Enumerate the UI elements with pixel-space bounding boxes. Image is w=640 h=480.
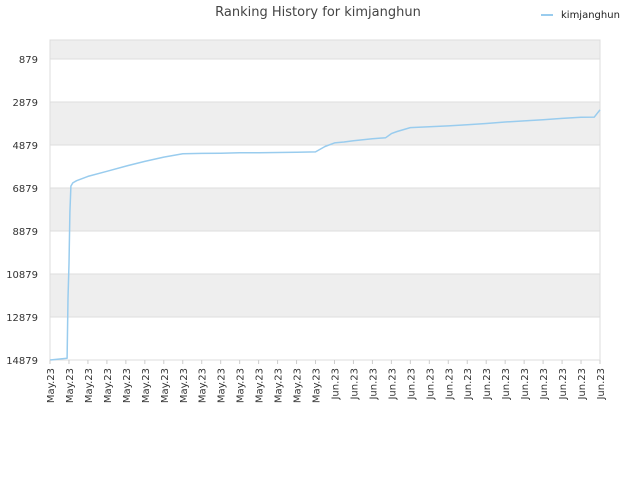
chart-title: Ranking History for kimjanghun	[215, 5, 421, 20]
plot-band	[50, 59, 600, 102]
x-tick-label: May.23	[65, 368, 76, 403]
series-group	[49, 109, 601, 361]
legend: kimjanghun	[541, 10, 620, 21]
plot-band	[50, 40, 600, 59]
x-tick-label: Jun.23	[501, 368, 512, 401]
y-tick-label: 8879	[13, 227, 38, 238]
x-tick-label: May.23	[122, 368, 133, 403]
x-tick-label: Jun.23	[482, 368, 493, 401]
plot-band	[50, 274, 600, 317]
plot-band	[50, 145, 600, 188]
x-tick-label: Jun.23	[368, 368, 379, 401]
x-tick-label: Jun.23	[577, 368, 588, 401]
plot-band	[50, 317, 600, 360]
y-axis: 879 2879 4879 6879 8879 10879 12879 14879	[6, 55, 38, 367]
x-tick-label: May.23	[84, 368, 95, 403]
plot-band	[50, 188, 600, 231]
y-tick-label: 4879	[13, 141, 38, 152]
x-tick-label: Jun.23	[558, 368, 569, 401]
x-tick-label: Jun.23	[330, 368, 341, 401]
x-tick-label: May.23	[160, 368, 171, 403]
x-tick-label: Jun.23	[520, 368, 531, 401]
x-tick-label: May.23	[217, 368, 228, 403]
y-tick-label: 6879	[13, 184, 38, 195]
x-tick-label: Jun.23	[539, 368, 550, 401]
x-tick-label: May.23	[293, 368, 304, 403]
y-tick-label: 879	[19, 55, 38, 66]
y-tick-label: 14879	[6, 356, 38, 367]
x-tick-label: May.23	[103, 368, 114, 403]
x-tick-label: Jun.23	[406, 368, 417, 401]
y-tick-label: 10879	[6, 270, 38, 281]
x-tick-label: May.23	[312, 368, 323, 403]
legend-label: kimjanghun	[561, 10, 620, 21]
x-tick-label: Jun.23	[463, 368, 474, 401]
x-tick-label: Jun.23	[349, 368, 360, 401]
series-line	[49, 109, 601, 361]
x-tick-label: May.23	[236, 368, 247, 403]
x-tick-label: May.23	[179, 368, 190, 403]
y-tick-label: 12879	[6, 313, 38, 324]
x-tick-label: May.23	[141, 368, 152, 403]
x-tick-label: May.23	[198, 368, 209, 403]
x-tick-label: Jun.23	[596, 368, 607, 401]
plot-band	[50, 102, 600, 145]
grid-lines	[50, 58, 600, 361]
x-tick-label: May.23	[255, 368, 266, 403]
x-axis: May.23 May.23 May.23 May.23 May.23 May.23 May.…	[46, 360, 607, 403]
x-tick-label: Jun.23	[444, 368, 455, 401]
plot-band	[50, 231, 600, 274]
plot-background	[49, 39, 601, 361]
x-tick-label: May.23	[274, 368, 285, 403]
x-tick-label: May.23	[46, 368, 57, 403]
x-tick-label: Jun.23	[387, 368, 398, 401]
x-tick-label: Jun.23	[425, 368, 436, 401]
y-tick-label: 2879	[13, 98, 38, 109]
